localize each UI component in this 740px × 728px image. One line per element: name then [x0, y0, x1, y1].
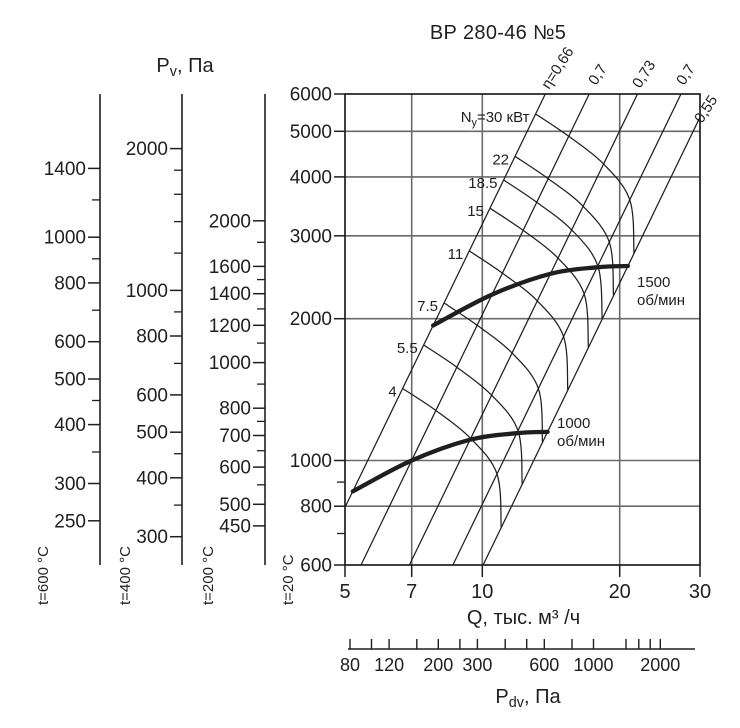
temp-label-0: t=600 °C [35, 546, 52, 605]
temp-axis-tick-label: 400 [136, 468, 168, 489]
y-axis-tick-label: 1000 [290, 451, 332, 472]
rpm-label-1500: об/мин [637, 292, 685, 309]
chart-title: ВР 280-46 №5 [429, 22, 567, 44]
power-curve-22 [514, 155, 615, 296]
temp-axis-tick-label: 1600 [209, 257, 251, 278]
efficiency-label-1: 0,7 [585, 61, 611, 88]
pdv-tick-label: 1000 [573, 655, 613, 675]
y-axis-tick-label: 6000 [290, 85, 332, 106]
x-axis-tick-label: 10 [471, 581, 493, 603]
temp-label-1: t=400 °C [117, 546, 134, 605]
temp-axis-tick-label: 600 [136, 385, 168, 406]
rpm-label-1500: 1500 [637, 274, 670, 291]
temp-axis-tick-label: 1000 [209, 353, 251, 374]
power-curve-18.5 [503, 179, 603, 320]
rpm-label-1000: об/мин [557, 433, 605, 450]
x-axis-tick-label: 30 [689, 581, 711, 603]
rpm-curve-1500 [430, 263, 631, 328]
temp-axis-tick-label: 1000 [44, 228, 86, 249]
power-label-15: 15 [467, 203, 484, 220]
temp-axis-tick-label: 1200 [209, 316, 251, 337]
power-curve-11 [468, 250, 569, 391]
y-axis-tick-label: 4000 [290, 167, 332, 188]
pdv-tick-label: 80 [340, 655, 360, 675]
power-label-11: 11 [448, 246, 464, 263]
efficiency-line-0.73 [408, 93, 639, 566]
y-axis-tick-label: 600 [300, 556, 332, 577]
efficiency-label-0: η=0,66 [538, 44, 577, 92]
power-label-7.5: 7.5 [417, 298, 438, 315]
temp-axis-tick-label: 2000 [126, 139, 168, 160]
pdv-tick-label: 2000 [640, 655, 680, 675]
power-label-22: 22 [492, 151, 509, 168]
plot-border [344, 93, 701, 566]
efficiency-line-0.7 [360, 93, 590, 566]
temp-axis-tick-label: 1400 [44, 159, 86, 180]
power-curve-15 [489, 207, 590, 348]
temp-axis-tick-label: 300 [54, 474, 86, 495]
temp-axis-tick-label: 500 [219, 495, 251, 516]
power-curve-30 [535, 113, 635, 254]
y-axis-tick-label: 2000 [290, 309, 332, 330]
efficiency-line-0.55 [482, 116, 701, 566]
pdv-tick-label: 200 [423, 655, 453, 675]
x-axis-tick-label: 20 [609, 581, 631, 603]
temp-axis-tick-label: 450 [219, 516, 251, 537]
temp-axis-tick-label: 700 [219, 426, 251, 447]
temp-axis-tick-label: 500 [54, 370, 86, 391]
y-axis-tick-label: 800 [300, 497, 332, 518]
temp-axis-tick-label: 800 [219, 399, 251, 420]
temp-axis-tick-label: 250 [54, 511, 86, 532]
temp-axis-tick-label: 300 [136, 527, 168, 548]
power-label-18.5: 18.5 [468, 175, 497, 192]
rpm-curve-1000 [350, 429, 550, 494]
x-axis-title: Q, тыс. м³ /ч [467, 607, 580, 629]
temp-axis-tick-label: 400 [54, 415, 86, 436]
efficiency-label-4: 0,55 [691, 92, 721, 126]
power-label-5.5: 5.5 [397, 340, 418, 357]
pdv-tick-label: 600 [529, 655, 559, 675]
power-label-30: Nу=30 кВт [461, 109, 530, 129]
temp-label-2: t=200 °C [200, 546, 217, 605]
efficiency-label-3: 0,7 [673, 61, 699, 88]
temp-axis-tick-label: 1400 [209, 284, 251, 305]
pdv-tick-label: 300 [462, 655, 492, 675]
temp-axis-tick-label: 600 [54, 332, 86, 353]
temp-axis-tick-label: 500 [136, 423, 168, 444]
temp-axis-tick-label: 800 [54, 273, 86, 294]
pdv-axis-title: Pdv, Па [495, 686, 561, 711]
x-axis-tick-label: 7 [406, 581, 417, 603]
power-label-4: 4 [388, 384, 396, 401]
efficiency-line-0.7 [452, 93, 682, 566]
temp-axis-tick-label: 600 [219, 458, 251, 479]
temp-axis-tick-label: 1000 [126, 281, 168, 302]
y-axis-tick-label: 5000 [290, 122, 332, 143]
y-axis-tick-label: 3000 [290, 226, 332, 247]
rpm-label-1000: 1000 [557, 415, 590, 432]
temp-label-20: t=20 °C [280, 554, 297, 605]
temp-axis-tick-label: 800 [136, 327, 168, 348]
power-curve-7.5 [443, 302, 544, 443]
pdv-tick-label: 120 [374, 655, 404, 675]
efficiency-line-0.66 [344, 93, 546, 508]
temp-axis-tick-label: 2000 [209, 211, 251, 232]
x-axis-tick-label: 5 [339, 581, 350, 603]
power-curve-5.5 [423, 344, 523, 485]
pressure-axis-title: Pv, Па [156, 55, 214, 80]
efficiency-label-2: 0,73 [629, 57, 659, 91]
